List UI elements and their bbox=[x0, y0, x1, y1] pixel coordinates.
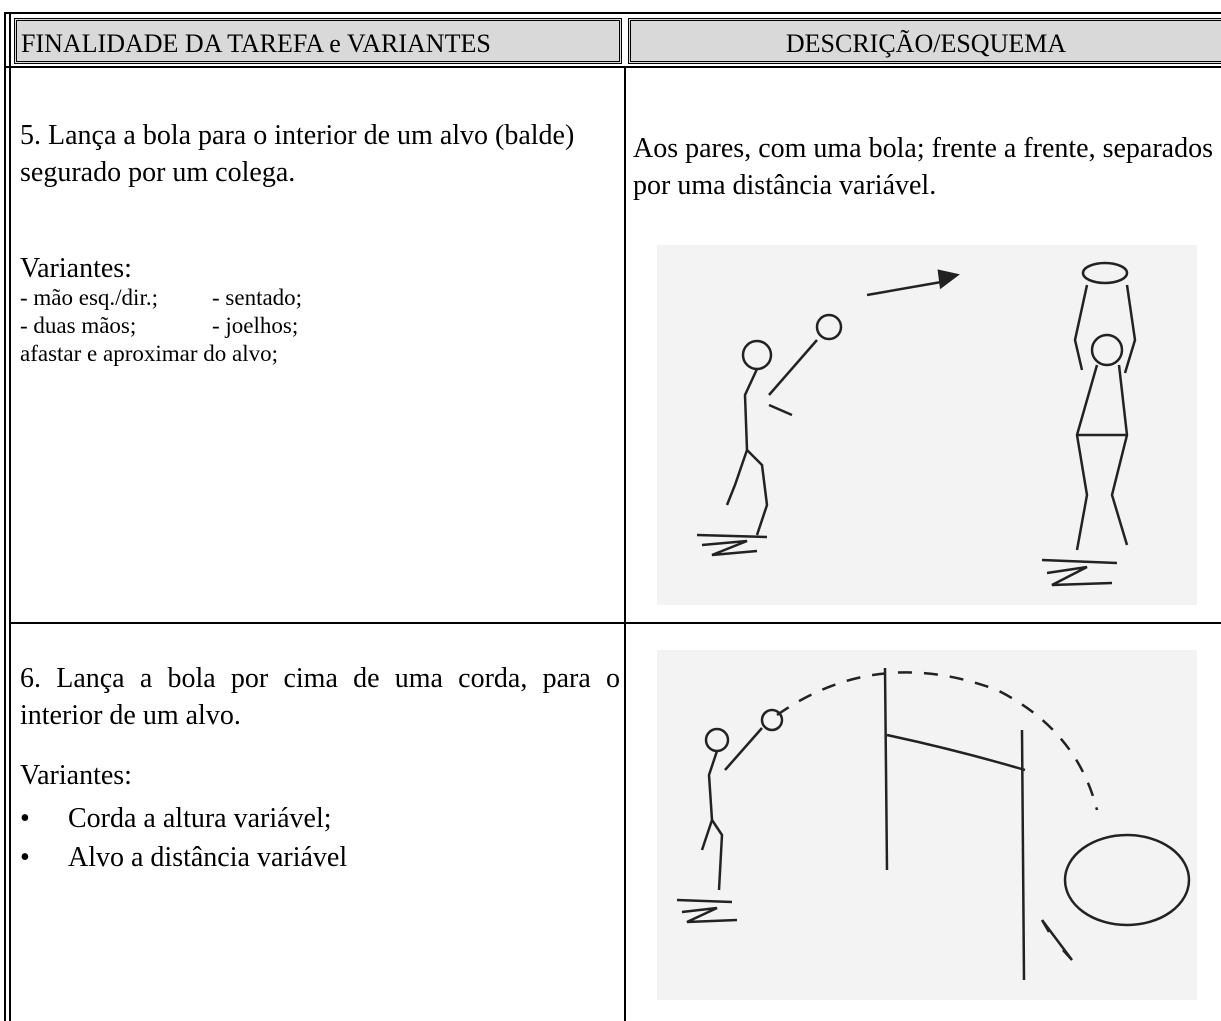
border bbox=[4, 12, 6, 1021]
variant: Alvo a distância variável bbox=[68, 842, 348, 873]
border bbox=[9, 12, 11, 1021]
description-text: Aos pares, com uma bola; frente a frente… bbox=[633, 133, 1213, 201]
variant: - duas mãos; bbox=[20, 313, 137, 338]
header-cell: FINALIDADE DA TAREFA e VARIANTES bbox=[14, 18, 622, 64]
variant: - sentado; bbox=[212, 285, 303, 310]
task-text: 6. Lança a bola por cima de uma corda, p… bbox=[20, 663, 620, 731]
variants-label: Variantes: bbox=[20, 760, 132, 791]
illustration bbox=[657, 650, 1197, 1000]
variant: afastar e aproximar do alvo; bbox=[20, 341, 278, 366]
illustration bbox=[657, 245, 1197, 605]
variant: Corda a altura variável; bbox=[68, 803, 332, 834]
border bbox=[624, 66, 626, 1021]
variants-label: Variantes: bbox=[20, 253, 132, 284]
bullet: • bbox=[20, 803, 30, 834]
task-text: 5. Lança a bola para o interior de um al… bbox=[20, 120, 575, 188]
border bbox=[4, 12, 1221, 14]
border bbox=[4, 66, 1221, 68]
border bbox=[9, 622, 1221, 624]
variant: - mão esq./dir.; bbox=[20, 285, 158, 310]
variant: - joelhos; bbox=[212, 313, 299, 338]
bullet: • bbox=[20, 842, 30, 873]
header-cell: DESCRIÇÃO/ESQUEMA bbox=[628, 18, 1221, 64]
